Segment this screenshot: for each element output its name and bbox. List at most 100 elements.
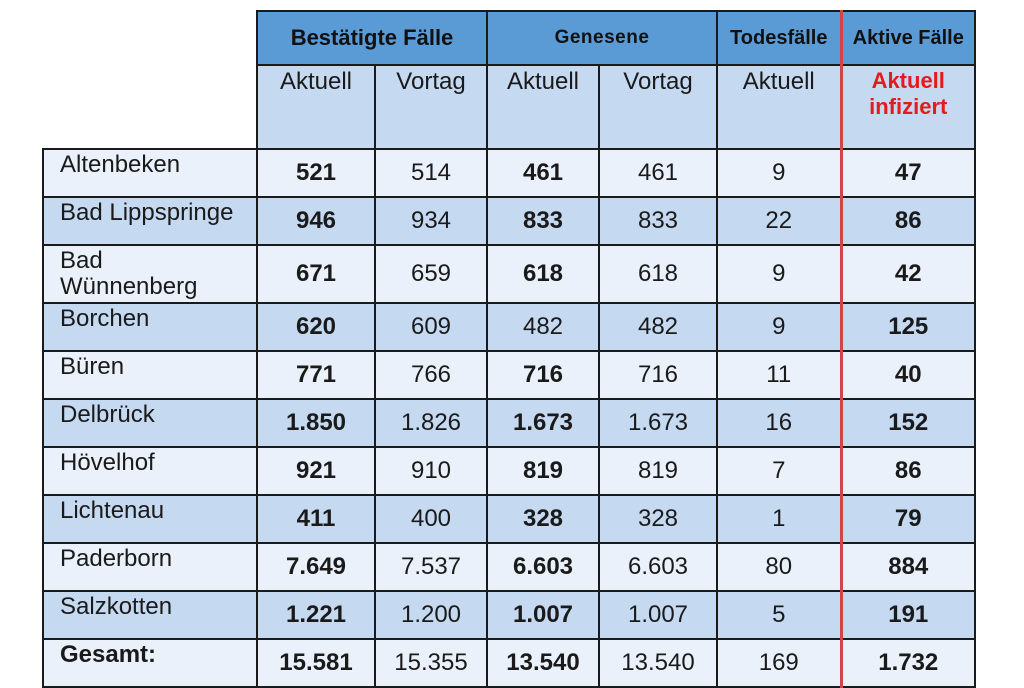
cell-active: 125 <box>839 302 976 352</box>
table-row: Hövelhof 921 910 819 819 7 86 <box>42 446 976 496</box>
table-row: Borchen 620 609 482 482 9 125 <box>42 302 976 352</box>
covid-case-table: Bestätigte Fälle Genesene Todesfälle Akt… <box>42 10 976 688</box>
cell-recovered-current: 6.603 <box>486 542 600 592</box>
cell-recovered-current: 618 <box>486 244 600 304</box>
cell-confirmed-current: 921 <box>256 446 376 496</box>
cell-confirmed-current: 7.649 <box>256 542 376 592</box>
total-recovered-current: 13.540 <box>486 638 600 688</box>
cell-recovered-current: 1.007 <box>486 590 600 640</box>
cell-recovered-current: 1.673 <box>486 398 600 448</box>
sub-recovered-current: Aktuell <box>486 64 600 150</box>
cell-recovered-current: 328 <box>486 494 600 544</box>
table-row: Delbrück 1.850 1.826 1.673 1.673 16 152 <box>42 398 976 448</box>
header-recovered: Genesene <box>486 10 718 66</box>
cell-active: 79 <box>839 494 976 544</box>
cell-recovered-previous: 461 <box>598 148 718 198</box>
row-municipality: Hövelhof <box>42 446 258 496</box>
cell-confirmed-previous: 609 <box>374 302 488 352</box>
cell-deaths: 80 <box>716 542 842 592</box>
cell-confirmed-current: 946 <box>256 196 376 246</box>
cell-recovered-current: 461 <box>486 148 600 198</box>
cell-confirmed-current: 411 <box>256 494 376 544</box>
row-municipality: Bad Lippspringe <box>42 196 258 246</box>
cell-deaths: 11 <box>716 350 842 400</box>
cell-recovered-current: 482 <box>486 302 600 352</box>
row-municipality: Bad Wünnenberg <box>42 244 258 304</box>
cell-active: 42 <box>839 244 976 304</box>
total-confirmed-current: 15.581 <box>256 638 376 688</box>
cell-active: 86 <box>839 196 976 246</box>
total-confirmed-previous: 15.355 <box>374 638 488 688</box>
table-row: Bad Lippspringe 946 934 833 833 22 86 <box>42 196 976 246</box>
cell-deaths: 1 <box>716 494 842 544</box>
table-row: Bad Wünnenberg 671 659 618 618 9 42 <box>42 244 976 304</box>
cell-confirmed-current: 1.221 <box>256 590 376 640</box>
cell-active: 191 <box>839 590 976 640</box>
row-municipality: Büren <box>42 350 258 400</box>
cell-recovered-previous: 482 <box>598 302 718 352</box>
cell-recovered-previous: 618 <box>598 244 718 304</box>
sub-active-line1: Aktuell <box>871 68 945 93</box>
cell-recovered-current: 833 <box>486 196 600 246</box>
table-row: Büren 771 766 716 716 11 40 <box>42 350 976 400</box>
sub-recovered-previous: Vortag <box>598 64 718 150</box>
cell-confirmed-current: 771 <box>256 350 376 400</box>
total-recovered-previous: 13.540 <box>598 638 718 688</box>
header-deaths: Todesfälle <box>716 10 842 66</box>
cell-recovered-previous: 1.007 <box>598 590 718 640</box>
cell-confirmed-current: 1.850 <box>256 398 376 448</box>
cell-recovered-previous: 6.603 <box>598 542 718 592</box>
cell-recovered-previous: 716 <box>598 350 718 400</box>
cell-deaths: 7 <box>716 446 842 496</box>
sub-deaths-current: Aktuell <box>716 64 842 150</box>
table-row: Altenbeken 521 514 461 461 9 47 <box>42 148 976 198</box>
cell-confirmed-previous: 934 <box>374 196 488 246</box>
total-label: Gesamt: <box>42 638 258 688</box>
cell-deaths: 9 <box>716 148 842 198</box>
cell-recovered-current: 819 <box>486 446 600 496</box>
cell-deaths: 9 <box>716 302 842 352</box>
table-row: Paderborn 7.649 7.537 6.603 6.603 80 884 <box>42 542 976 592</box>
cell-confirmed-previous: 659 <box>374 244 488 304</box>
cell-confirmed-previous: 910 <box>374 446 488 496</box>
cell-confirmed-current: 620 <box>256 302 376 352</box>
cell-deaths: 16 <box>716 398 842 448</box>
cell-deaths: 5 <box>716 590 842 640</box>
cell-active: 884 <box>839 542 976 592</box>
table-row: Salzkotten 1.221 1.200 1.007 1.007 5 191 <box>42 590 976 640</box>
cell-confirmed-previous: 1.826 <box>374 398 488 448</box>
cell-confirmed-previous: 1.200 <box>374 590 488 640</box>
total-active: 1.732 <box>839 638 976 688</box>
header-confirmed: Bestätigte Fälle <box>256 10 488 66</box>
row-municipality: Lichtenau <box>42 494 258 544</box>
sub-active-current: Aktuell infiziert <box>839 64 976 150</box>
sub-confirmed-previous: Vortag <box>374 64 488 150</box>
cell-confirmed-previous: 766 <box>374 350 488 400</box>
cell-active: 47 <box>839 148 976 198</box>
cell-confirmed-current: 521 <box>256 148 376 198</box>
cell-recovered-current: 716 <box>486 350 600 400</box>
empty-corner <box>43 11 257 65</box>
empty-corner-sub <box>43 65 257 149</box>
cell-deaths: 9 <box>716 244 842 304</box>
cell-confirmed-previous: 7.537 <box>374 542 488 592</box>
cell-recovered-previous: 833 <box>598 196 718 246</box>
cell-deaths: 22 <box>716 196 842 246</box>
row-municipality: Altenbeken <box>42 148 258 198</box>
cell-active: 40 <box>839 350 976 400</box>
cell-confirmed-previous: 400 <box>374 494 488 544</box>
total-deaths: 169 <box>716 638 842 688</box>
sub-active-line2: infiziert <box>869 94 948 119</box>
row-municipality: Paderborn <box>42 542 258 592</box>
cell-recovered-previous: 328 <box>598 494 718 544</box>
table-row: Lichtenau 411 400 328 328 1 79 <box>42 494 976 544</box>
sub-confirmed-current: Aktuell <box>256 64 376 150</box>
header-active: Aktive Fälle <box>839 10 976 66</box>
cell-recovered-previous: 1.673 <box>598 398 718 448</box>
cell-active: 86 <box>839 446 976 496</box>
total-row: Gesamt: 15.581 15.355 13.540 13.540 169 … <box>42 638 976 688</box>
cell-recovered-previous: 819 <box>598 446 718 496</box>
row-municipality: Delbrück <box>42 398 258 448</box>
cell-confirmed-current: 671 <box>256 244 376 304</box>
cell-active: 152 <box>839 398 976 448</box>
